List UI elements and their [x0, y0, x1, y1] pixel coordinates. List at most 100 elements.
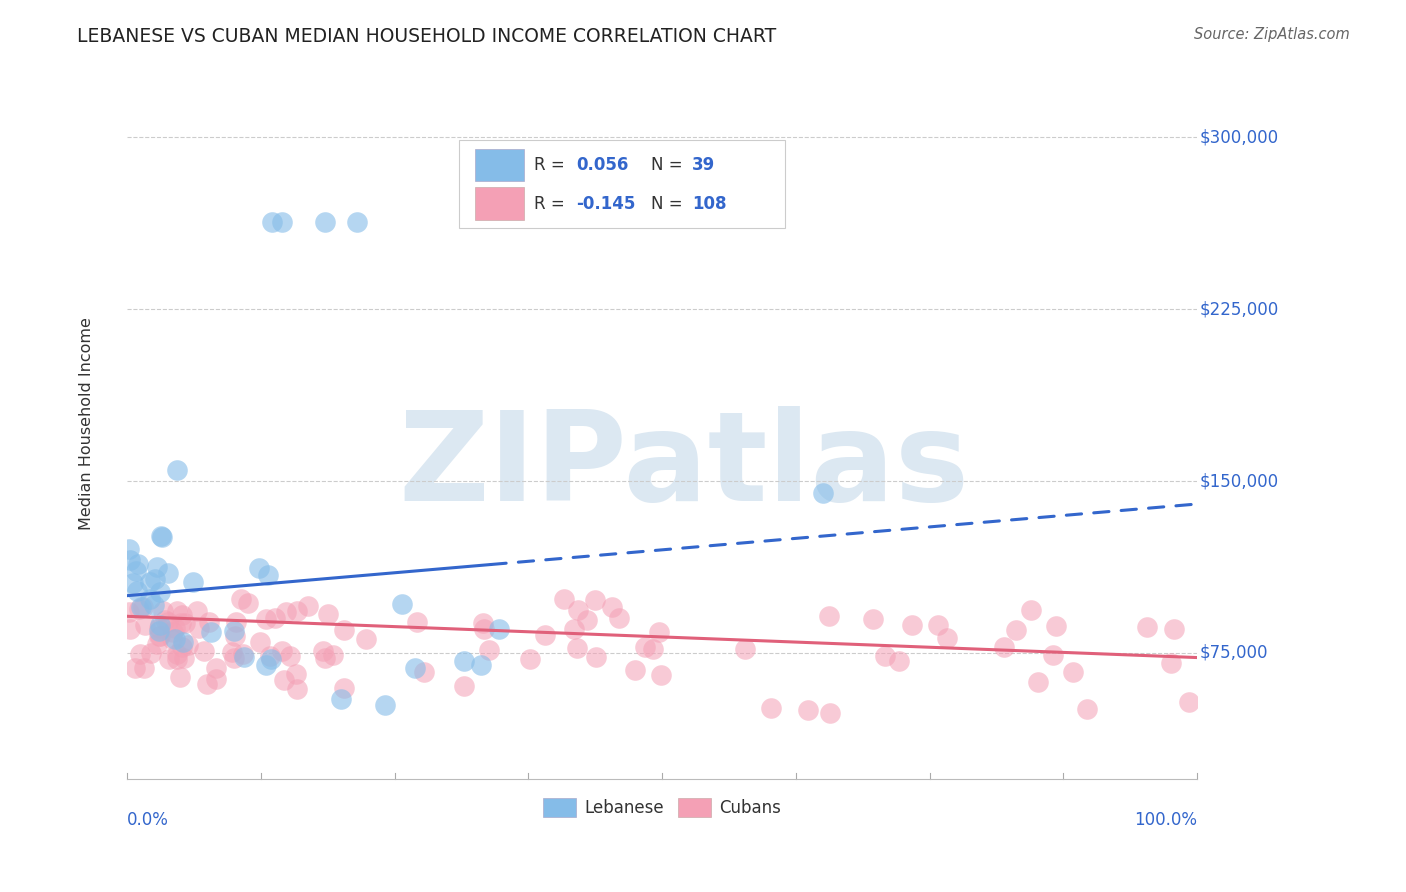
Point [478, 642, 501, 657]
Point [231, 592, 253, 607]
Point [146, 637, 169, 651]
Point [146, 560, 169, 574]
Point [260, 651, 283, 665]
Point [391, 597, 413, 611]
Point [534, 628, 557, 642]
Point [374, 698, 396, 712]
Point [205, 660, 228, 674]
Point [585, 649, 607, 664]
Point [1062, 665, 1084, 679]
Point [519, 652, 541, 666]
Point [650, 668, 672, 682]
Point [297, 599, 319, 614]
Point [346, 215, 368, 229]
Point [118, 605, 141, 619]
Point [1163, 622, 1185, 636]
Point [141, 646, 163, 660]
Legend: Lebanese, Cubans: Lebanese, Cubans [536, 791, 787, 824]
Point [197, 677, 219, 691]
Point [238, 596, 260, 610]
Point [271, 215, 294, 229]
Point [183, 574, 205, 589]
Point [149, 584, 172, 599]
Point [259, 648, 281, 663]
Point [139, 574, 162, 589]
Point [169, 670, 191, 684]
Text: $300,000: $300,000 [1199, 128, 1278, 146]
Point [166, 647, 188, 661]
Point [734, 641, 756, 656]
Point [225, 615, 247, 630]
FancyBboxPatch shape [458, 139, 785, 228]
Point [312, 644, 335, 658]
Point [118, 623, 141, 637]
Point [152, 604, 174, 618]
Point [817, 608, 839, 623]
Point [170, 616, 193, 631]
Point [333, 681, 356, 695]
Point [284, 666, 307, 681]
Point [472, 622, 495, 636]
Point [232, 650, 254, 665]
Point [166, 652, 188, 666]
Point [314, 650, 336, 665]
Point [186, 604, 208, 618]
Point [254, 658, 277, 673]
FancyBboxPatch shape [475, 149, 524, 181]
Point [875, 649, 897, 664]
Point [405, 661, 427, 675]
Point [263, 610, 285, 624]
Point [132, 661, 155, 675]
Point [602, 599, 624, 614]
Text: 108: 108 [692, 194, 727, 212]
Point [128, 602, 150, 616]
Point [187, 621, 209, 635]
Point [565, 641, 588, 656]
Point [607, 611, 630, 625]
Point [314, 215, 336, 229]
Text: R =: R = [534, 194, 569, 212]
Point [583, 592, 606, 607]
Point [149, 529, 172, 543]
Point [470, 657, 492, 672]
Point [128, 648, 150, 662]
Point [862, 612, 884, 626]
Point [575, 614, 598, 628]
Point [1004, 623, 1026, 637]
Point [633, 640, 655, 654]
Point [332, 623, 354, 637]
Point [131, 600, 153, 615]
Text: 0.0%: 0.0% [127, 811, 169, 829]
Point [173, 616, 195, 631]
Point [406, 615, 429, 630]
Point [125, 564, 148, 578]
Point [157, 566, 180, 580]
Point [127, 583, 149, 598]
Point [1026, 674, 1049, 689]
Point [993, 640, 1015, 654]
Point [156, 615, 179, 629]
Text: ZIPatlas: ZIPatlas [398, 406, 969, 527]
Text: N =: N = [651, 194, 689, 212]
Point [173, 651, 195, 665]
Text: -0.145: -0.145 [576, 194, 636, 212]
Point [759, 701, 782, 715]
Point [1042, 648, 1064, 663]
Point [256, 612, 278, 626]
Point [224, 629, 246, 643]
Text: 0.056: 0.056 [576, 156, 628, 174]
Text: N =: N = [651, 156, 689, 174]
Point [453, 679, 475, 693]
Point [413, 665, 436, 680]
Text: LEBANESE VS CUBAN MEDIAN HOUSEHOLD INCOME CORRELATION CHART: LEBANESE VS CUBAN MEDIAN HOUSEHOLD INCOM… [77, 27, 776, 45]
Point [260, 215, 283, 229]
Point [1045, 619, 1067, 633]
Text: $75,000: $75,000 [1199, 644, 1268, 662]
Point [936, 632, 959, 646]
Text: 100.0%: 100.0% [1135, 811, 1197, 829]
Point [149, 629, 172, 643]
Point [165, 632, 187, 646]
Point [278, 649, 301, 664]
Point [1019, 603, 1042, 617]
Point [1160, 656, 1182, 670]
